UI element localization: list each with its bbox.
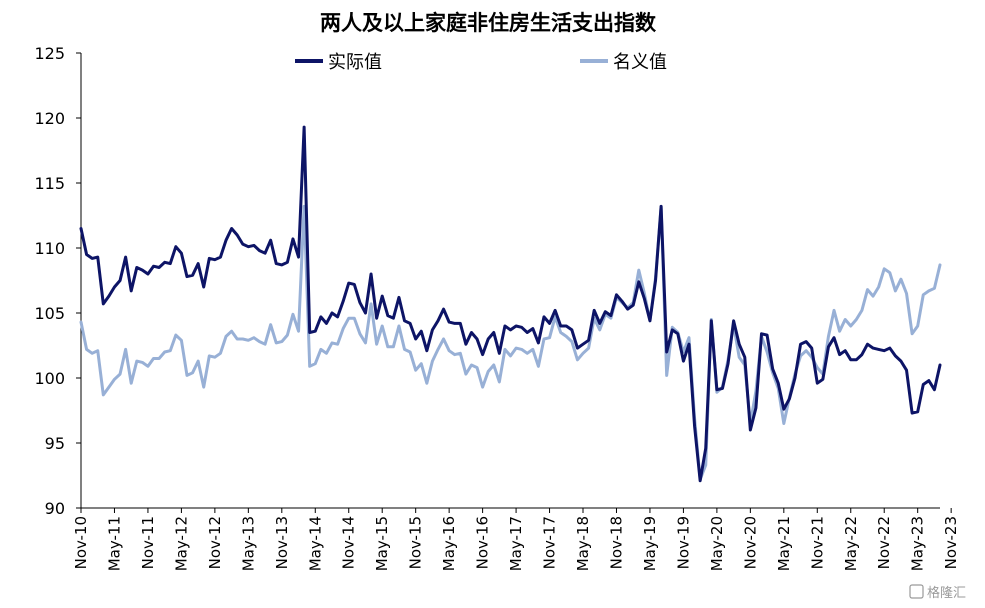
- x-tick-label: Nov-10: [72, 516, 90, 569]
- x-tick-label: Nov-22: [875, 516, 893, 569]
- x-tick-label: May-16: [440, 516, 458, 571]
- x-tick-label: May-20: [708, 516, 726, 571]
- y-tick-label: 120: [34, 109, 65, 128]
- x-tick-label: Nov-23: [942, 516, 960, 569]
- x-axis: Nov-10 May-11 Nov-11 May-12 Nov-12 May-13 Nov-…: [72, 507, 960, 571]
- x-tick-label: May-22: [842, 516, 860, 571]
- x-tick-label: May-21: [775, 516, 793, 571]
- watermark-logo-icon: [909, 584, 924, 599]
- x-tick-label: Nov-16: [474, 516, 492, 569]
- series-line-nominal: [79, 204, 942, 481]
- legend-label-real: 实际值: [328, 52, 382, 73]
- y-tick-label: 105: [34, 304, 65, 323]
- y-tick-label: 125: [34, 44, 65, 63]
- x-tick-label: May-19: [641, 516, 659, 571]
- x-tick-label: Nov-17: [541, 516, 559, 569]
- legend: 实际值 名义值: [295, 52, 667, 73]
- x-tick-label: May-18: [574, 516, 592, 571]
- y-tick-label: 100: [34, 369, 65, 388]
- x-tick-label: May-23: [909, 516, 927, 571]
- watermark: 格隆汇: [909, 584, 966, 601]
- y-tick-label: 110: [34, 239, 65, 258]
- x-tick-label: May-12: [172, 516, 190, 571]
- x-tick-label: May-15: [373, 516, 391, 571]
- y-axis: 90 95 100 105 110 115 120 125: [34, 44, 82, 518]
- y-tick-label: 95: [45, 434, 65, 453]
- x-tick-label: May-11: [105, 516, 123, 571]
- x-tick-label: May-17: [507, 516, 525, 571]
- x-tick-label: Nov-12: [206, 516, 224, 569]
- series-layer: [79, 125, 942, 483]
- x-tick-label: Nov-13: [273, 516, 291, 569]
- x-tick-label: Nov-14: [340, 516, 358, 569]
- x-tick-label: Nov-20: [741, 516, 759, 569]
- watermark-text: 格隆汇: [927, 585, 966, 601]
- x-tick-label: Nov-11: [139, 516, 157, 569]
- x-tick-label: Nov-21: [808, 516, 826, 569]
- x-tick-label: Nov-18: [607, 516, 625, 569]
- x-tick-label: Nov-19: [674, 516, 692, 569]
- x-tick-label: May-13: [239, 516, 257, 571]
- series-line-real: [79, 125, 942, 483]
- y-tick-label: 115: [34, 174, 65, 193]
- legend-label-nominal: 名义值: [613, 52, 667, 73]
- y-tick-label: 90: [45, 499, 65, 518]
- chart-title: 两人及以上家庭非住房生活支出指数: [320, 11, 657, 35]
- x-tick-label: Nov-15: [407, 516, 425, 569]
- x-tick-label: May-14: [306, 516, 324, 571]
